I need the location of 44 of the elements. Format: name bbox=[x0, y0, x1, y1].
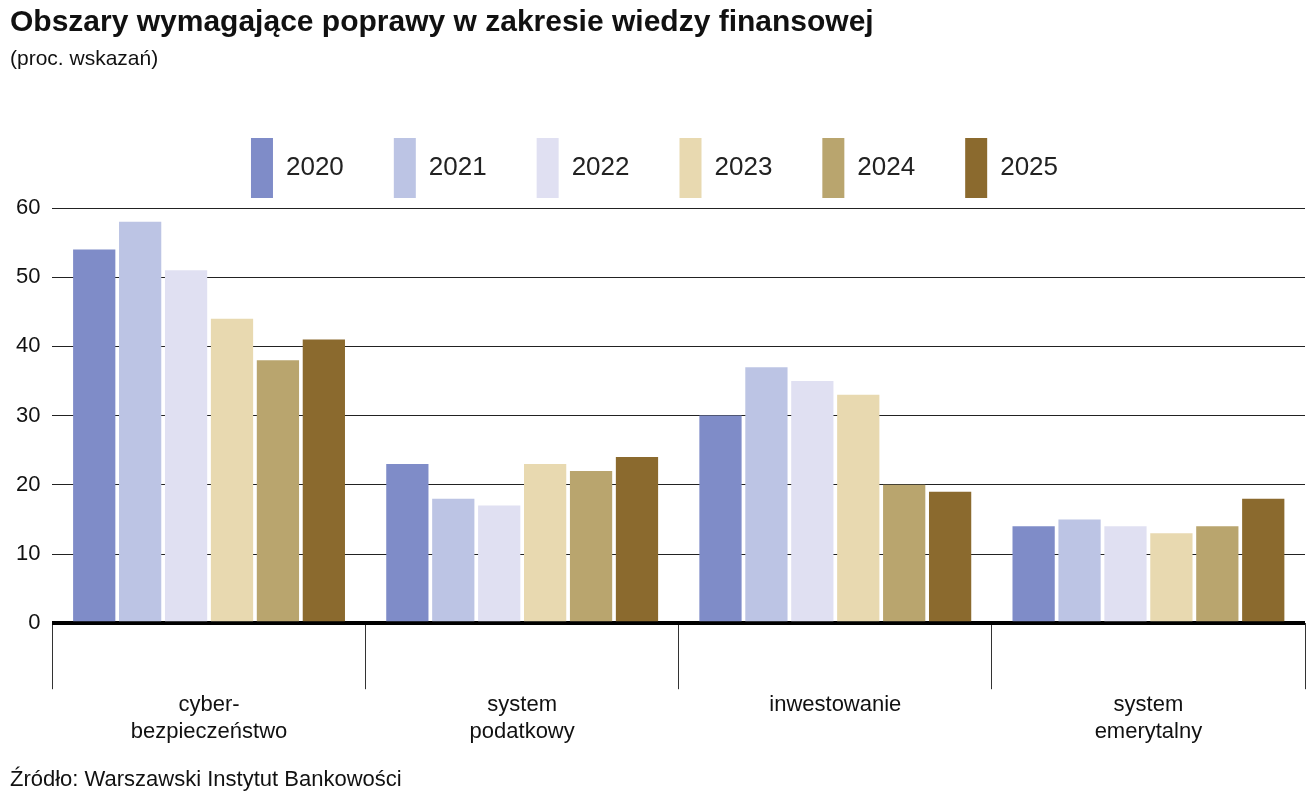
bar bbox=[883, 484, 926, 622]
bar bbox=[615, 457, 659, 622]
x-tick-label: cyber- bezpieczeństwo bbox=[130, 691, 288, 743]
bar bbox=[432, 498, 475, 622]
x-tick-label: inwestowanie bbox=[769, 691, 902, 717]
legend-label: 2022 bbox=[571, 151, 630, 182]
legend-label: 2024 bbox=[857, 151, 916, 182]
y-tick-label: 30 bbox=[15, 401, 41, 427]
bar bbox=[1058, 519, 1101, 622]
bar bbox=[1012, 526, 1055, 622]
chart-title: Obszary wymagające poprawy w zakresie wiedzy finansowej bbox=[10, 4, 874, 38]
y-tick-label: 20 bbox=[15, 470, 41, 496]
bar bbox=[256, 360, 300, 622]
bar bbox=[119, 221, 162, 622]
bar bbox=[164, 270, 208, 622]
y-tick-label: 0 bbox=[28, 609, 41, 635]
legend-label: 2020 bbox=[285, 151, 344, 182]
bar bbox=[699, 415, 742, 622]
bar bbox=[569, 470, 613, 622]
legend-label: 2023 bbox=[714, 151, 773, 182]
bar bbox=[745, 367, 788, 622]
y-tick-label: 40 bbox=[15, 332, 41, 358]
bar bbox=[478, 505, 521, 622]
bar bbox=[928, 491, 972, 622]
bar bbox=[73, 249, 116, 622]
bar bbox=[524, 464, 567, 622]
bar bbox=[210, 318, 254, 622]
y-tick-label: 60 bbox=[15, 194, 41, 220]
bar bbox=[1196, 526, 1239, 622]
legend-label: 2025 bbox=[1000, 151, 1059, 182]
legend-label: 2021 bbox=[428, 151, 487, 182]
bar bbox=[386, 464, 429, 622]
bar bbox=[1242, 498, 1285, 622]
x-tick-label: system emerytalny bbox=[1094, 691, 1203, 743]
bar bbox=[837, 394, 880, 622]
y-tick-label: 50 bbox=[15, 263, 41, 289]
bar bbox=[302, 339, 345, 622]
chart-subtitle: (proc. wskazań) bbox=[10, 46, 159, 70]
text: Źródło: Warszawski Instytut Bankowości bbox=[10, 766, 402, 792]
y-tick-label: 10 bbox=[15, 540, 41, 566]
x-tick-label: system podatkowy bbox=[469, 691, 575, 743]
bar bbox=[791, 381, 834, 622]
bar bbox=[1104, 526, 1147, 622]
bar bbox=[1150, 533, 1193, 622]
